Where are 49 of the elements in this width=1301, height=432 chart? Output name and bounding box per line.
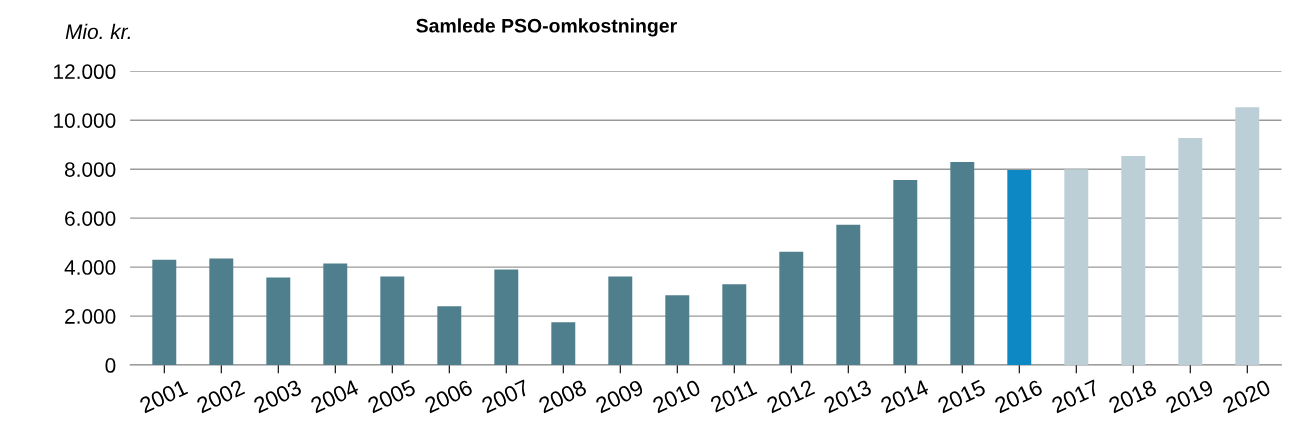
- x-tick-label: 2020: [1221, 379, 1272, 414]
- x-tick-label: 2007: [480, 379, 531, 414]
- bar: [551, 322, 576, 366]
- bar: [893, 179, 918, 366]
- bar: [950, 162, 975, 366]
- y-tick-label: 4.000: [64, 260, 116, 275]
- chart-title: Samlede PSO-omkostninger: [416, 18, 677, 37]
- y-tick-label: 12.000: [54, 64, 116, 80]
- x-tick-label: 2001: [138, 379, 189, 414]
- x-tick-label: 2014: [879, 379, 930, 414]
- bar: [1235, 107, 1260, 366]
- bar: [608, 276, 633, 366]
- x-tick-label: 2015: [936, 379, 987, 414]
- x-tick-label: 2016: [993, 379, 1044, 414]
- bar: [494, 269, 519, 366]
- bar: [836, 224, 861, 366]
- x-tick-label: 2013: [822, 379, 873, 414]
- x-tick-label: 2019: [1164, 379, 1215, 414]
- bar: [209, 258, 234, 366]
- y-tick-label: 6.000: [65, 211, 116, 226]
- y-tick-label: 2.000: [65, 309, 116, 324]
- x-tick-label: 2004: [309, 379, 360, 414]
- x-tick-label: 2009: [594, 379, 645, 414]
- y-axis-title: Mio. kr.: [65, 23, 130, 40]
- bar: [722, 284, 747, 366]
- x-tick-label: 2018: [1107, 379, 1158, 414]
- bar: [665, 295, 690, 366]
- bar: [437, 306, 462, 366]
- x-tick-label: 2005: [366, 379, 417, 414]
- x-tick-label: 2011: [709, 379, 758, 413]
- bar: [1064, 169, 1089, 366]
- x-tick-label: 2017: [1050, 379, 1101, 414]
- x-tick-label: 2002: [195, 379, 246, 414]
- bar: [323, 263, 348, 366]
- x-tick-label: 2006: [423, 379, 474, 414]
- bar: [380, 276, 405, 366]
- bar: [1121, 155, 1146, 366]
- bar: [152, 259, 177, 366]
- x-tick-label: 2008: [537, 379, 588, 414]
- y-tick-label: 0: [105, 358, 116, 373]
- x-tick-label: 2012: [765, 379, 816, 414]
- x-tick-label: 2003: [252, 379, 303, 414]
- bar: [1007, 169, 1032, 366]
- y-tick-label: 8.000: [64, 162, 116, 177]
- x-tick-label: 2010: [651, 379, 702, 414]
- bar: [1178, 138, 1203, 366]
- y-tick-label: 10.000: [54, 113, 116, 128]
- bar: [266, 277, 291, 366]
- bar: [779, 251, 804, 366]
